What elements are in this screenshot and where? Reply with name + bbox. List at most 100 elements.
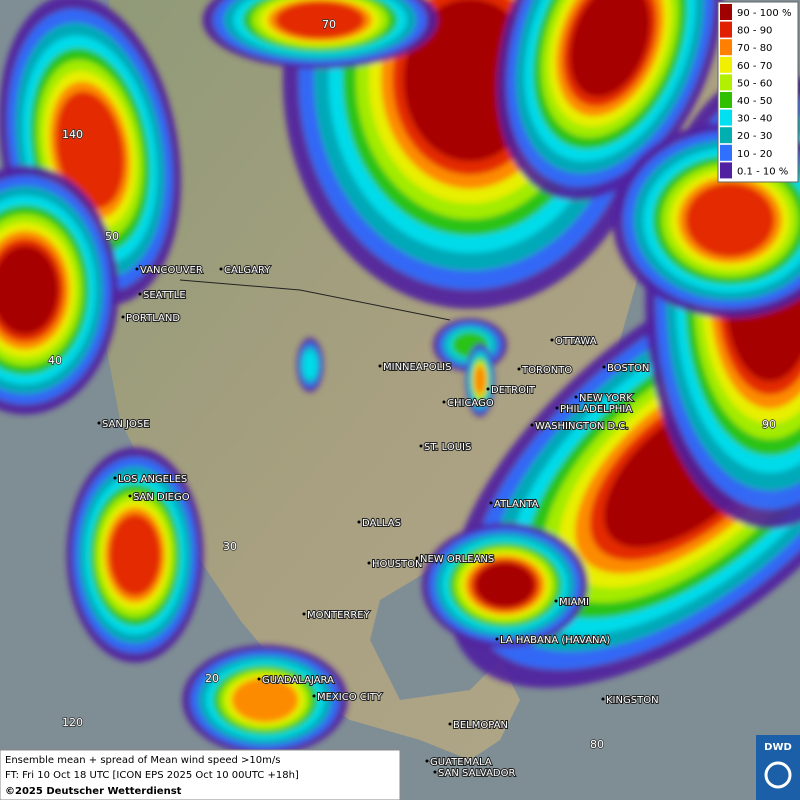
legend-label: 80 - 90 bbox=[737, 26, 772, 37]
city-label: LOS ANGELES bbox=[118, 474, 187, 485]
grid-label: 140 bbox=[62, 128, 83, 141]
city-dot bbox=[302, 612, 306, 616]
border bbox=[179, 279, 451, 321]
city-dot bbox=[574, 395, 578, 399]
city-dot bbox=[138, 292, 142, 296]
wind-area bbox=[109, 514, 161, 596]
city-dot bbox=[121, 315, 125, 319]
city-label: BOSTON bbox=[607, 363, 649, 374]
legend-label: 20 - 30 bbox=[737, 131, 772, 142]
legend-swatch bbox=[720, 162, 732, 179]
city-label: SAN DIEGO bbox=[133, 492, 190, 503]
legend-swatch bbox=[720, 56, 732, 73]
city-dot bbox=[378, 364, 382, 368]
wind-area bbox=[275, 1, 365, 39]
city-label: MINNEAPOLIS bbox=[383, 362, 451, 373]
logo-swirl bbox=[764, 761, 792, 789]
city-label: NEW ORLEANS bbox=[420, 554, 494, 565]
wind-field bbox=[0, 0, 800, 756]
wind-area bbox=[685, 183, 775, 257]
city-label: WASHINGTON D.C. bbox=[535, 421, 629, 432]
caption-line: ©2025 Deutscher Wetterdienst bbox=[5, 786, 182, 797]
grid-label: 50 bbox=[105, 230, 119, 243]
city-label: SEATTLE bbox=[143, 290, 186, 301]
labels: VANCOUVER CALGARY SEATTLE PORTLAND SAN JOSE L… bbox=[47, 17, 777, 780]
legend-swatch bbox=[720, 21, 732, 38]
grid-label: 120 bbox=[62, 716, 83, 729]
city-dot bbox=[128, 494, 132, 498]
legend-label: 90 - 100 % bbox=[737, 8, 791, 19]
city-label: NEW YORK bbox=[579, 393, 633, 404]
city-dot bbox=[135, 267, 139, 271]
caption-box bbox=[0, 749, 401, 801]
legend-label: 70 - 80 bbox=[737, 43, 772, 54]
caption-line: Ensemble mean + spread of Mean wind spee… bbox=[5, 755, 280, 766]
grid-label: 30 bbox=[223, 540, 237, 553]
logo-box bbox=[756, 735, 800, 800]
city-dot bbox=[495, 637, 499, 641]
city-dot bbox=[517, 367, 521, 371]
city-label: LA HABANA (HAVANA) bbox=[500, 635, 610, 646]
city-label: CALGARY bbox=[224, 265, 271, 276]
city-dot bbox=[530, 423, 534, 427]
legend-label: 30 - 40 bbox=[737, 114, 772, 125]
legend-swatch bbox=[720, 92, 732, 108]
legend-label: 0.1 - 10 % bbox=[737, 166, 788, 177]
legend-swatch bbox=[720, 109, 732, 126]
city-dot bbox=[602, 365, 606, 369]
caption-line: FT: Fri 10 Oct 18 UTC [ICON EPS 2025 Oct… bbox=[5, 770, 299, 781]
logo-text: DWD bbox=[764, 742, 792, 753]
city-dot bbox=[555, 406, 559, 410]
city-label: OTTAWA bbox=[555, 336, 597, 347]
city-dot bbox=[367, 561, 371, 565]
legend-label: 50 - 60 bbox=[737, 78, 772, 89]
city-label: CHICAGO bbox=[447, 398, 494, 409]
city-label: PORTLAND bbox=[126, 313, 180, 324]
city-label: ATLANTA bbox=[494, 499, 539, 510]
city-dot bbox=[357, 520, 361, 524]
city-dot bbox=[97, 421, 101, 425]
city-label: GUADALAJARA bbox=[262, 675, 334, 686]
city-label: BELMOPAN bbox=[453, 720, 508, 731]
legend-swatch bbox=[720, 74, 732, 91]
city-dot bbox=[257, 677, 261, 681]
wind-area bbox=[55, 91, 125, 209]
grid-label: 40 bbox=[48, 354, 62, 367]
city-label: TORONTO bbox=[521, 365, 572, 376]
city-label: PHILADELPHIA bbox=[560, 404, 632, 415]
city-dot bbox=[219, 267, 223, 271]
city-dot bbox=[312, 694, 316, 698]
wind-area bbox=[474, 365, 486, 395]
legend-swatch bbox=[720, 39, 732, 56]
wind-area bbox=[231, 677, 299, 723]
legend-swatch bbox=[720, 4, 732, 20]
city-label: VANCOUVER bbox=[140, 265, 203, 276]
city-label: KINGSTON bbox=[606, 695, 659, 706]
grid-label: 80 bbox=[590, 738, 604, 751]
legend-swatch bbox=[720, 144, 732, 161]
legend-label: 60 - 70 bbox=[737, 61, 772, 72]
grid-label: 20 bbox=[205, 672, 219, 685]
grid-label: 90 bbox=[762, 418, 776, 431]
city-dot bbox=[415, 556, 419, 560]
city-dot bbox=[489, 501, 493, 505]
city-label: GUATEMALA bbox=[430, 757, 492, 768]
wind-area bbox=[475, 562, 535, 608]
city-label: MEXICO CITY bbox=[317, 692, 383, 703]
city-label: SAN SALVADOR bbox=[438, 768, 515, 779]
city-label: MIAMI bbox=[559, 597, 589, 608]
city-dot bbox=[601, 697, 605, 701]
city-dot bbox=[448, 722, 452, 726]
city-dot bbox=[433, 770, 437, 774]
city-label: DETROIT bbox=[491, 385, 536, 396]
city-label: HOUSTON bbox=[372, 559, 423, 570]
city-label: DALLAS bbox=[362, 518, 401, 529]
legend: 90 - 100 % 80 - 90 70 - 80 60 - 70 50 - 60 40… bbox=[720, 4, 791, 179]
legend-swatch bbox=[720, 127, 732, 144]
city-dot bbox=[554, 599, 558, 603]
city-label: SAN JOSE bbox=[102, 419, 150, 430]
city-dot bbox=[419, 444, 423, 448]
wind-area bbox=[0, 245, 59, 335]
city-dot bbox=[425, 759, 429, 763]
